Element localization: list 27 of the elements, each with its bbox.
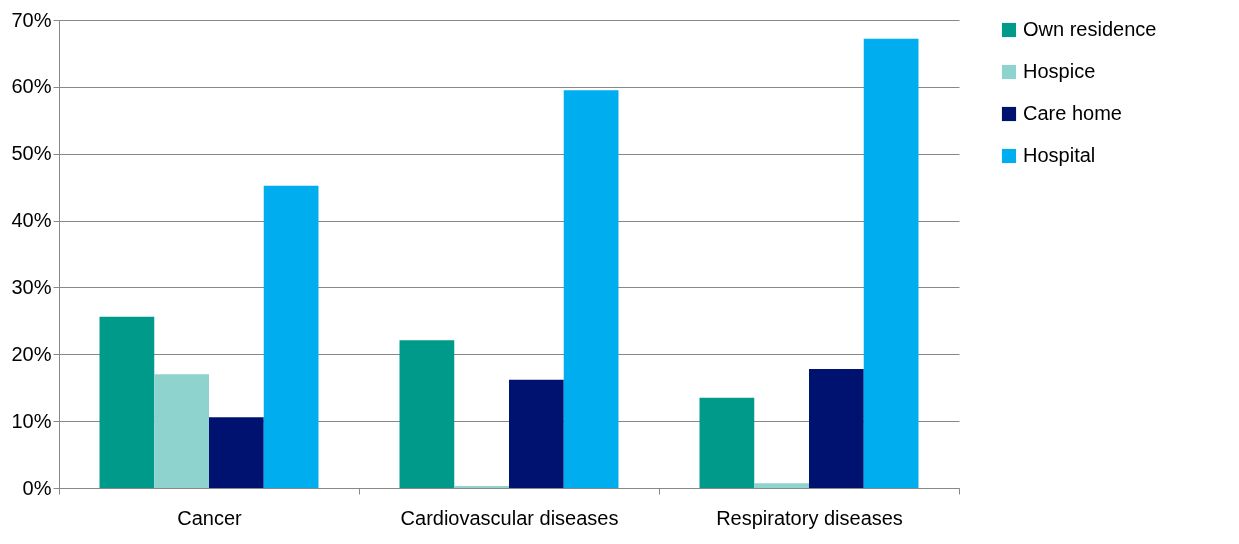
- bar: [863, 38, 919, 488]
- y-tick-label: 40%: [11, 209, 52, 232]
- y-tick-label: 30%: [11, 275, 52, 298]
- legend-label: Hospice: [1023, 60, 1096, 82]
- y-tick-label: 20%: [11, 342, 52, 365]
- y-tick-label: 50%: [11, 142, 52, 165]
- legend-label: Hospital: [1023, 144, 1096, 166]
- bar: [154, 374, 209, 488]
- bar: [754, 483, 809, 488]
- legend-label: Care home: [1023, 102, 1122, 124]
- y-tick-label: 0%: [22, 476, 52, 499]
- x-tick-label: Cancer: [177, 506, 243, 529]
- bar: [809, 368, 864, 488]
- bar: [209, 417, 264, 488]
- y-tick-label: 10%: [11, 409, 52, 432]
- bar: [263, 185, 319, 488]
- y-tick-label: 60%: [11, 75, 52, 98]
- bar: [99, 316, 155, 488]
- bar: [399, 340, 455, 488]
- x-tick-label: Cardiovascular diseases: [400, 506, 619, 529]
- bar: [699, 397, 755, 488]
- bar: [563, 90, 619, 488]
- y-tick-label: 70%: [11, 8, 52, 31]
- bar: [509, 379, 564, 488]
- legend-label: Own residence: [1023, 18, 1157, 40]
- bar: [454, 485, 509, 488]
- x-tick-label: Respiratory diseases: [716, 506, 903, 529]
